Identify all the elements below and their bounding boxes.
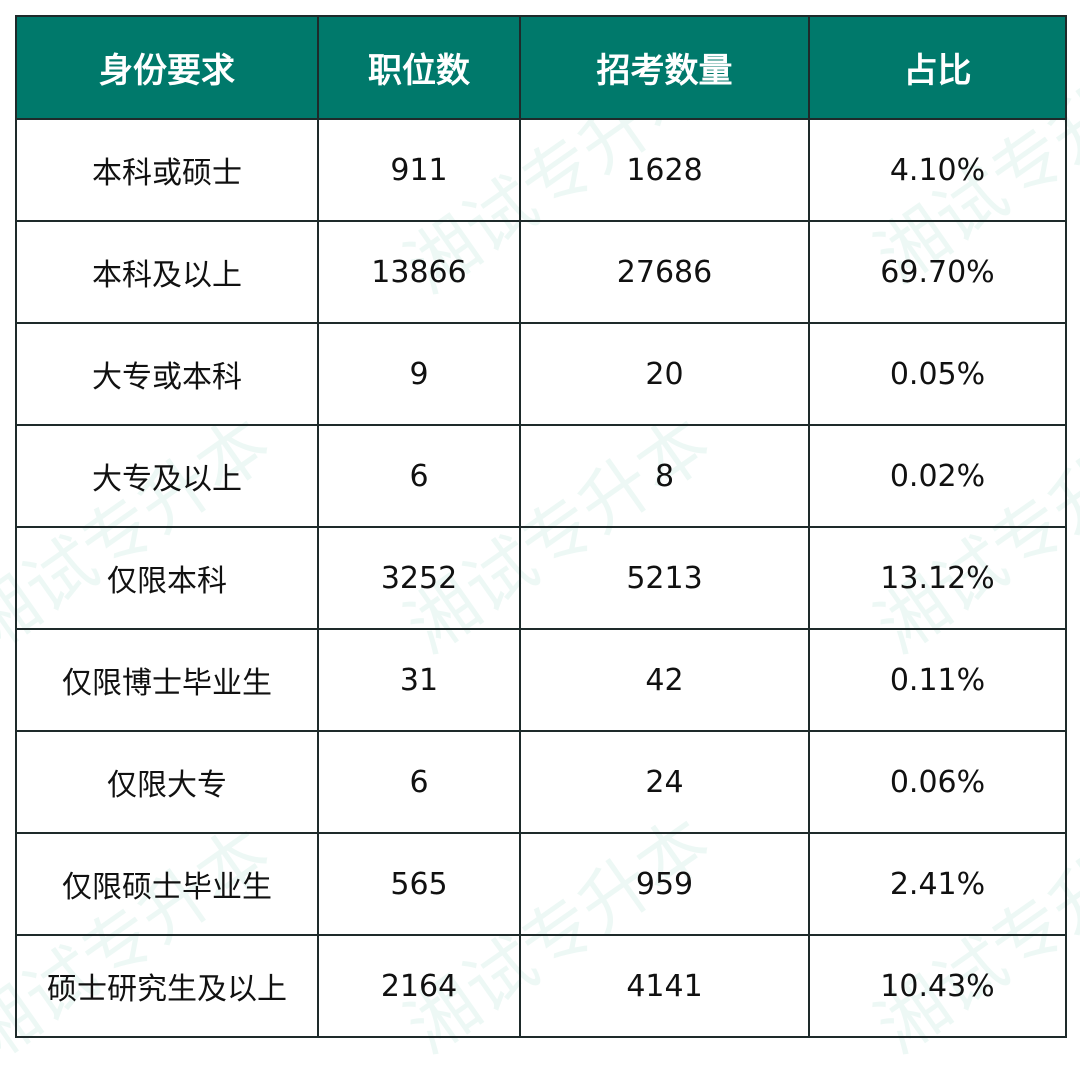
cell-recruits: 5213 [519,526,810,630]
cell-recruits: 959 [519,832,810,936]
cell-requirement: 仅限硕士毕业生 [15,832,319,936]
cell-share: 0.05% [808,322,1067,426]
cell-requirement: 硕士研究生及以上 [15,934,319,1038]
cell-requirement: 仅限本科 [15,526,319,630]
table-row: 大专及以上 6 8 0.02% [15,424,1067,528]
cell-requirement: 大专及以上 [15,424,319,528]
cell-share: 0.02% [808,424,1067,528]
column-header-positions: 职位数 [317,15,521,120]
table-row: 本科或硕士 911 1628 4.10% [15,118,1067,222]
cell-requirement: 本科及以上 [15,220,319,324]
cell-share: 69.70% [808,220,1067,324]
table-row: 仅限博士毕业生 31 42 0.11% [15,628,1067,732]
table-row: 本科及以上 13866 27686 69.70% [15,220,1067,324]
cell-share: 2.41% [808,832,1067,936]
cell-share: 10.43% [808,934,1067,1038]
cell-positions: 3252 [317,526,521,630]
recruitment-table: 身份要求 职位数 招考数量 占比 本科或硕士 911 1628 4.10% 本科… [15,15,1067,1038]
cell-positions: 31 [317,628,521,732]
table-row: 硕士研究生及以上 2164 4141 10.43% [15,934,1067,1038]
cell-recruits: 20 [519,322,810,426]
table-row: 仅限大专 6 24 0.06% [15,730,1067,834]
cell-recruits: 42 [519,628,810,732]
table-container: 身份要求 职位数 招考数量 占比 本科或硕士 911 1628 4.10% 本科… [15,15,1067,1038]
cell-positions: 911 [317,118,521,222]
table-header-row: 身份要求 职位数 招考数量 占比 [15,15,1067,120]
cell-positions: 13866 [317,220,521,324]
table-row: 仅限本科 3252 5213 13.12% [15,526,1067,630]
cell-share: 4.10% [808,118,1067,222]
cell-share: 0.06% [808,730,1067,834]
cell-share: 13.12% [808,526,1067,630]
cell-positions: 6 [317,424,521,528]
cell-recruits: 4141 [519,934,810,1038]
cell-share: 0.11% [808,628,1067,732]
cell-positions: 6 [317,730,521,834]
column-header-recruits: 招考数量 [519,15,810,120]
cell-requirement: 大专或本科 [15,322,319,426]
table-row: 仅限硕士毕业生 565 959 2.41% [15,832,1067,936]
cell-recruits: 8 [519,424,810,528]
cell-requirement: 本科或硕士 [15,118,319,222]
cell-recruits: 1628 [519,118,810,222]
cell-positions: 565 [317,832,521,936]
cell-positions: 9 [317,322,521,426]
column-header-share: 占比 [808,15,1067,120]
cell-positions: 2164 [317,934,521,1038]
column-header-requirement: 身份要求 [15,15,319,120]
cell-requirement: 仅限博士毕业生 [15,628,319,732]
cell-recruits: 27686 [519,220,810,324]
cell-recruits: 24 [519,730,810,834]
table-row: 大专或本科 9 20 0.05% [15,322,1067,426]
cell-requirement: 仅限大专 [15,730,319,834]
